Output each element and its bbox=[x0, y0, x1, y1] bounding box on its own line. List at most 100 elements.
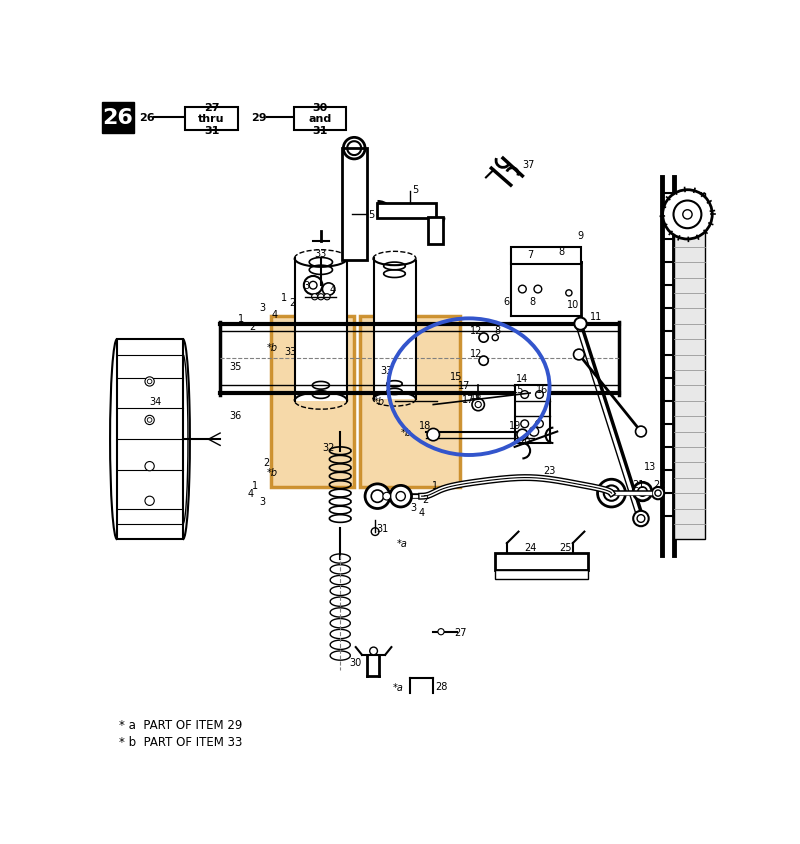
Circle shape bbox=[652, 487, 664, 500]
Circle shape bbox=[383, 493, 390, 500]
Text: 3: 3 bbox=[260, 496, 266, 506]
Circle shape bbox=[530, 427, 538, 436]
Text: 15: 15 bbox=[512, 385, 525, 395]
Circle shape bbox=[521, 420, 529, 428]
Text: 2: 2 bbox=[289, 298, 295, 308]
Circle shape bbox=[634, 511, 649, 527]
Text: 12: 12 bbox=[470, 349, 482, 359]
Circle shape bbox=[475, 402, 482, 408]
Text: 27: 27 bbox=[454, 627, 466, 637]
Text: *b: *b bbox=[401, 427, 412, 437]
Bar bbox=[495, 554, 588, 571]
Circle shape bbox=[370, 647, 378, 655]
Text: 32: 32 bbox=[322, 442, 335, 452]
Text: 19: 19 bbox=[509, 421, 521, 430]
Text: 4: 4 bbox=[418, 508, 425, 517]
Circle shape bbox=[147, 418, 152, 423]
Text: 17: 17 bbox=[458, 381, 470, 391]
Circle shape bbox=[608, 490, 614, 496]
Bar bbox=[295, 259, 346, 401]
Circle shape bbox=[574, 318, 586, 331]
Text: 5: 5 bbox=[368, 210, 374, 220]
Circle shape bbox=[371, 528, 379, 536]
Circle shape bbox=[492, 335, 498, 341]
Circle shape bbox=[145, 416, 154, 425]
Circle shape bbox=[521, 392, 529, 399]
Circle shape bbox=[638, 487, 647, 496]
Text: * b  PART OF ITEM 33: * b PART OF ITEM 33 bbox=[119, 734, 242, 748]
Text: 25: 25 bbox=[558, 543, 571, 552]
Text: 13: 13 bbox=[644, 462, 656, 472]
Text: 28: 28 bbox=[435, 681, 447, 690]
Circle shape bbox=[517, 430, 528, 441]
Circle shape bbox=[304, 277, 322, 295]
Bar bbox=[342, 149, 366, 261]
Text: * a  PART OF ITEM 29: * a PART OF ITEM 29 bbox=[119, 717, 242, 731]
Circle shape bbox=[598, 479, 626, 507]
Circle shape bbox=[324, 295, 330, 300]
Circle shape bbox=[479, 357, 488, 365]
Circle shape bbox=[637, 515, 645, 522]
Text: 11: 11 bbox=[590, 311, 602, 322]
Text: 8: 8 bbox=[494, 326, 501, 335]
Circle shape bbox=[674, 201, 702, 229]
Text: 14: 14 bbox=[516, 373, 529, 383]
Bar bbox=[117, 339, 183, 539]
Bar bbox=[360, 316, 460, 487]
Text: 24: 24 bbox=[524, 543, 536, 552]
Bar bbox=[514, 386, 550, 444]
Text: 4: 4 bbox=[248, 489, 254, 499]
Circle shape bbox=[534, 286, 542, 294]
Circle shape bbox=[604, 486, 619, 501]
Text: 12: 12 bbox=[470, 326, 482, 335]
Bar bbox=[294, 107, 346, 131]
Circle shape bbox=[427, 429, 439, 441]
Text: 34: 34 bbox=[150, 396, 162, 406]
Circle shape bbox=[535, 392, 543, 399]
Text: 16: 16 bbox=[470, 390, 482, 400]
Circle shape bbox=[145, 462, 154, 471]
Bar bbox=[495, 571, 588, 580]
Circle shape bbox=[683, 210, 692, 219]
Text: 6: 6 bbox=[504, 296, 510, 306]
Text: 1: 1 bbox=[432, 481, 438, 491]
Text: 30
and
31: 30 and 31 bbox=[309, 102, 332, 136]
Text: 2: 2 bbox=[422, 495, 429, 505]
Text: 16: 16 bbox=[536, 385, 548, 395]
Text: *b: *b bbox=[374, 396, 385, 406]
Circle shape bbox=[635, 426, 646, 437]
Circle shape bbox=[574, 349, 584, 360]
Text: 29: 29 bbox=[251, 113, 266, 123]
Text: 18: 18 bbox=[419, 421, 432, 430]
Circle shape bbox=[662, 191, 712, 240]
Circle shape bbox=[566, 290, 572, 296]
Text: 2: 2 bbox=[249, 322, 255, 332]
Text: *a: *a bbox=[397, 538, 408, 549]
Circle shape bbox=[145, 496, 154, 506]
Text: 21: 21 bbox=[633, 479, 645, 490]
Text: 22: 22 bbox=[654, 479, 666, 490]
Circle shape bbox=[371, 490, 384, 503]
Circle shape bbox=[322, 284, 335, 296]
Circle shape bbox=[535, 420, 543, 428]
Bar bbox=[374, 259, 415, 400]
Text: 36: 36 bbox=[230, 410, 242, 420]
Text: 7: 7 bbox=[527, 250, 534, 260]
Text: *b: *b bbox=[266, 468, 278, 478]
Text: 3: 3 bbox=[303, 281, 310, 291]
Circle shape bbox=[145, 377, 154, 387]
Text: 30: 30 bbox=[350, 657, 362, 668]
Circle shape bbox=[634, 483, 652, 501]
Text: 9: 9 bbox=[578, 231, 583, 241]
Circle shape bbox=[318, 295, 324, 300]
Text: 3: 3 bbox=[410, 502, 416, 512]
Text: 8: 8 bbox=[530, 296, 535, 306]
Circle shape bbox=[390, 486, 411, 507]
Text: 20: 20 bbox=[518, 436, 531, 446]
Text: 2: 2 bbox=[263, 457, 270, 468]
Text: 26: 26 bbox=[102, 108, 134, 128]
Text: 15: 15 bbox=[450, 371, 462, 381]
Text: 5: 5 bbox=[412, 185, 418, 195]
Text: 1: 1 bbox=[252, 480, 258, 490]
Text: 1: 1 bbox=[238, 313, 244, 323]
